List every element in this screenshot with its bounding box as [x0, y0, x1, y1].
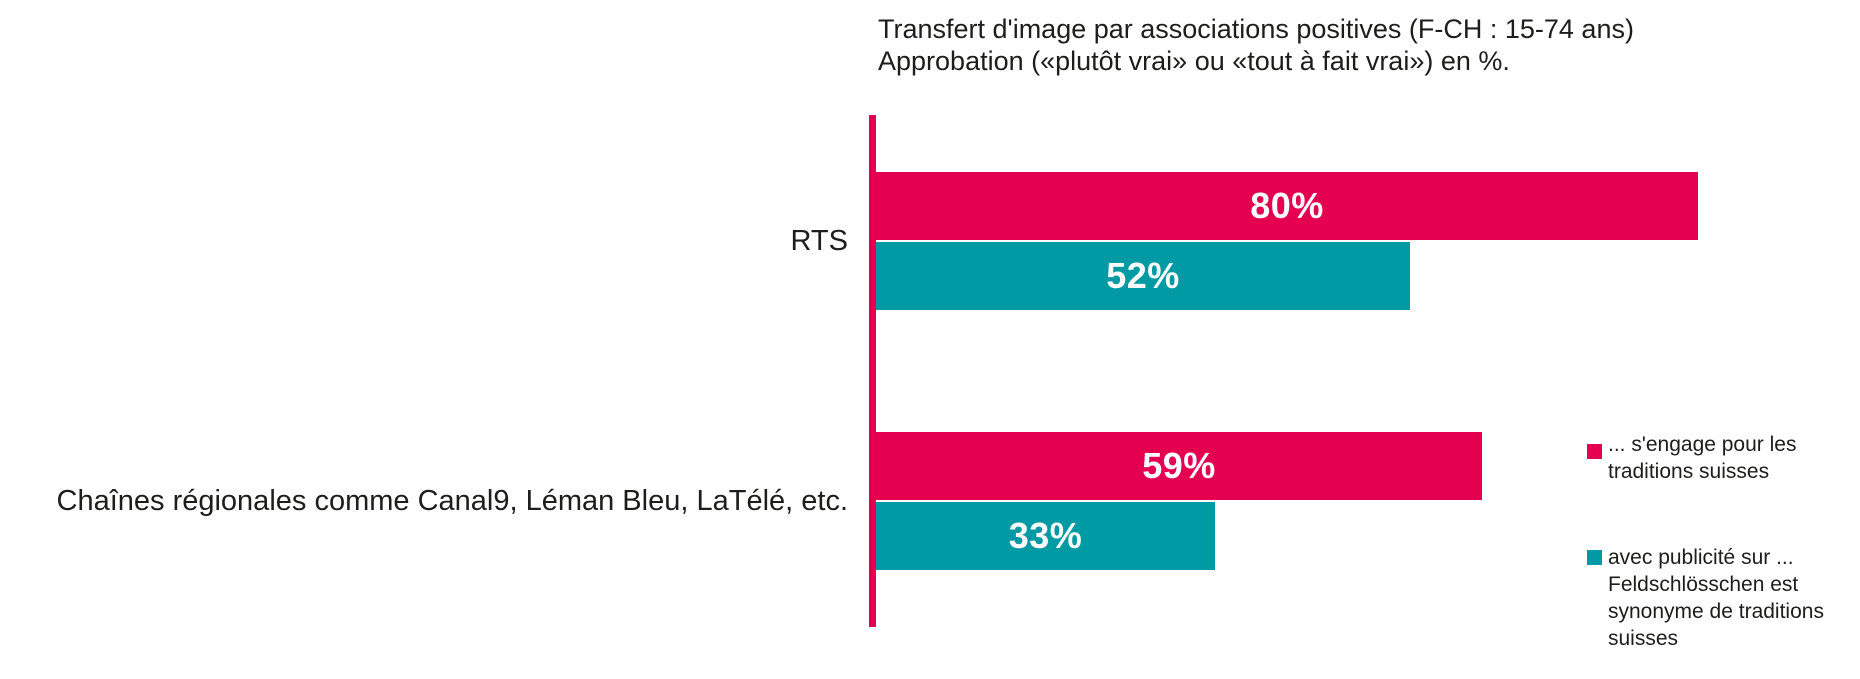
legend-label-line: suisses [1608, 627, 1679, 650]
category-label-rts: RTS [790, 225, 848, 257]
bar-value-label: 59% [1142, 445, 1216, 486]
chart-title-line2: Approbation («plutôt vrai» ou «tout à fa… [878, 46, 1510, 76]
category-label-chaines-regionales: Chaînes régionales comme Canal9, Léman B… [56, 485, 849, 517]
legend-swatch-publicite [1587, 550, 1602, 565]
bar-value-label: 33% [1008, 515, 1083, 556]
bar-chaines-sengage: 59% [876, 432, 1482, 500]
bar-chaines-publicite: 33% [876, 502, 1215, 570]
bar-rts-sengage: 80% [876, 172, 1698, 240]
legend-label-line: Feldschlösschen est [1608, 573, 1799, 596]
bar-value-label: 80% [1250, 185, 1324, 226]
chart-title-line1: Transfert d'image par associations posit… [878, 14, 1634, 44]
legend-label-line: traditions suisses [1608, 460, 1770, 483]
y-axis-line [869, 115, 876, 627]
legend-label-line: synonyme de traditions [1608, 600, 1824, 623]
legend-label-publicite: avec publicité sur ... Feldschlösschen e… [1608, 544, 1860, 652]
legend-label-line: ... s'engage pour les [1608, 433, 1797, 456]
legend-label-sengage: ... s'engage pour les traditions suisses [1608, 431, 1860, 485]
bar-rts-publicite: 52% [876, 242, 1410, 310]
bar-value-label: 52% [1106, 255, 1180, 296]
chart-title: Transfert d'image par associations posit… [878, 13, 1634, 77]
legend-label-line: avec publicité sur ... [1608, 546, 1794, 569]
legend-swatch-sengage [1587, 444, 1602, 459]
